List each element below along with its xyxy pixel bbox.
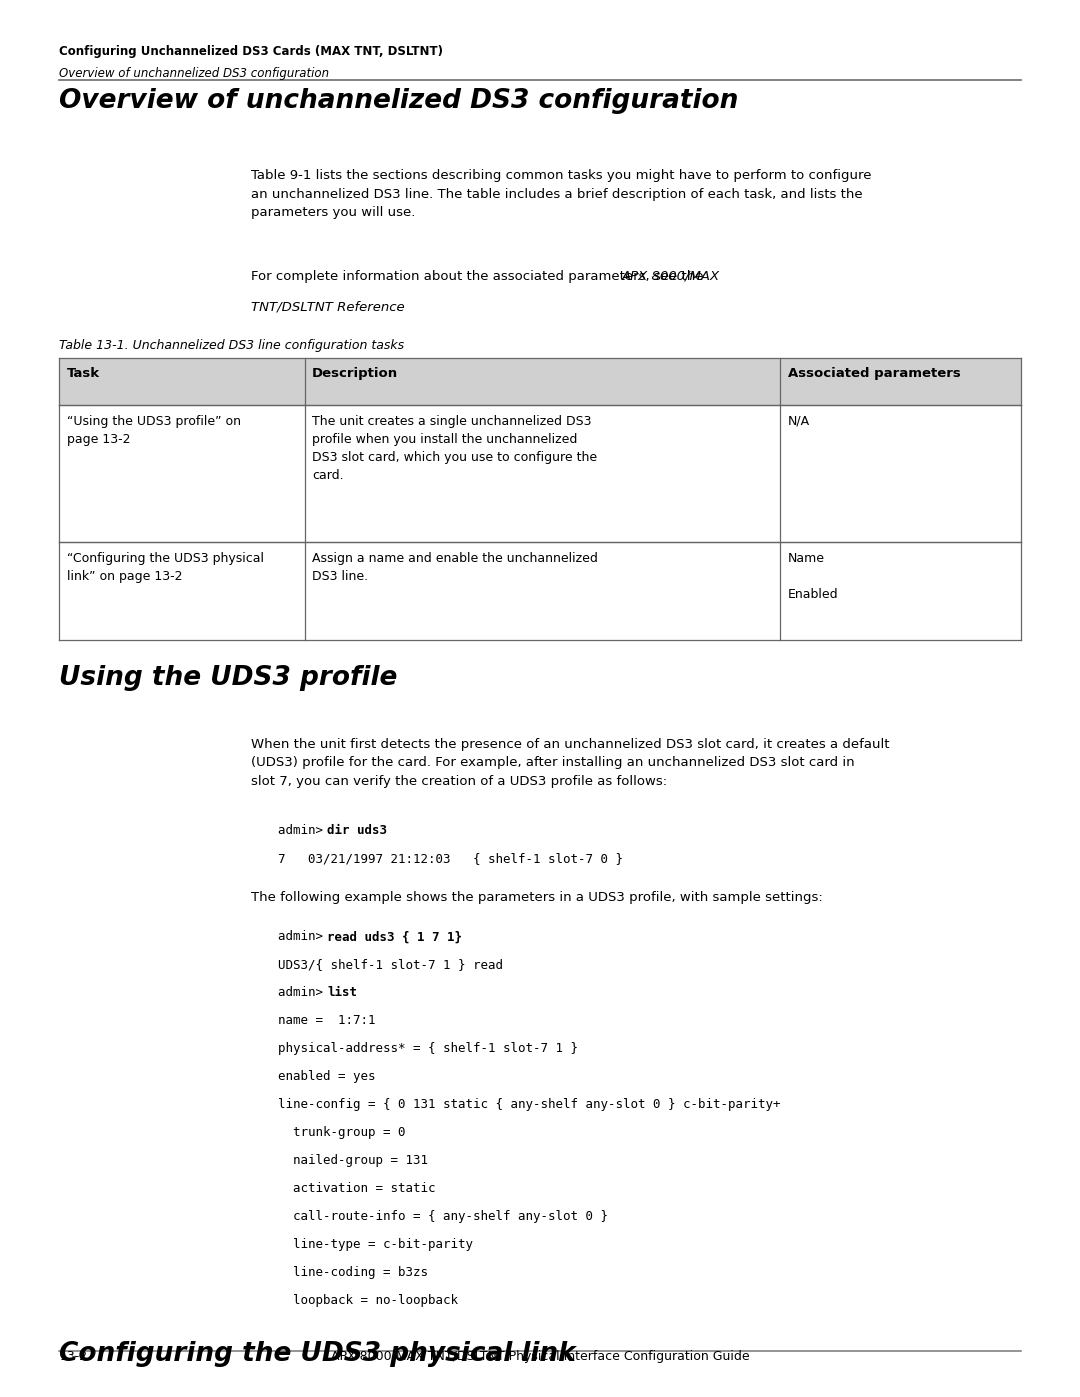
Text: Overview of unchannelized DS3 configuration: Overview of unchannelized DS3 configurat… [59,67,329,80]
Text: Using the UDS3 profile: Using the UDS3 profile [59,665,397,692]
Text: For complete information about the associated parameters, see the: For complete information about the assoc… [251,270,707,282]
Text: call-route-info = { any-shelf any-slot 0 }: call-route-info = { any-shelf any-slot 0… [278,1210,608,1222]
Text: enabled = yes: enabled = yes [278,1070,375,1083]
Text: dir uds3: dir uds3 [327,824,388,837]
Text: N/A: N/A [788,415,810,427]
Text: Associated parameters: Associated parameters [788,367,960,380]
Text: 13-2: 13-2 [59,1351,87,1363]
Text: Overview of unchannelized DS3 configuration: Overview of unchannelized DS3 configurat… [59,88,739,115]
Text: name =  1:7:1: name = 1:7:1 [278,1014,375,1027]
Text: trunk-group = 0: trunk-group = 0 [278,1126,405,1139]
Text: 7   03/21/1997 21:12:03   { shelf-1 slot-7 0 }: 7 03/21/1997 21:12:03 { shelf-1 slot-7 0… [278,852,622,865]
Text: Assign a name and enable the unchannelized
DS3 line.: Assign a name and enable the unchanneliz… [312,552,598,583]
Text: physical-address* = { shelf-1 slot-7 1 }: physical-address* = { shelf-1 slot-7 1 } [278,1042,578,1055]
Text: Description: Description [312,367,399,380]
Text: line-coding = b3zs: line-coding = b3zs [278,1266,428,1278]
Text: Name

Enabled: Name Enabled [788,552,838,601]
Text: “Configuring the UDS3 physical
link” on page 13-2: “Configuring the UDS3 physical link” on … [67,552,264,583]
Text: Task: Task [67,367,100,380]
Text: line-type = c-bit-parity: line-type = c-bit-parity [278,1238,473,1250]
Text: list: list [327,986,357,999]
Bar [59,358,1021,405]
Text: “Using the UDS3 profile” on
page 13-2: “Using the UDS3 profile” on page 13-2 [67,415,241,446]
Text: APX 8000/MAX TNT/DSLTNT Physical Interface Configuration Guide: APX 8000/MAX TNT/DSLTNT Physical Interfa… [330,1351,750,1363]
Text: APX 8000/MAX: APX 8000/MAX [622,270,720,282]
Text: The following example shows the parameters in a UDS3 profile, with sample settin: The following example shows the paramete… [251,891,822,904]
Text: loopback = no-loopback: loopback = no-loopback [278,1294,458,1306]
Text: Table 13-1. Unchannelized DS3 line configuration tasks: Table 13-1. Unchannelized DS3 line confi… [59,339,405,352]
Text: read uds3 { 1 7 1}: read uds3 { 1 7 1} [327,930,462,943]
Bar [59,405,1021,542]
Text: Table 9-1 lists the sections describing common tasks you might have to perform t: Table 9-1 lists the sections describing … [251,169,872,219]
Text: admin>: admin> [278,930,330,943]
Text: TNT/DSLTNT Reference: TNT/DSLTNT Reference [251,300,404,313]
Bar [59,542,1021,640]
Text: line-config = { 0 131 static { any-shelf any-slot 0 } c-bit-parity+: line-config = { 0 131 static { any-shelf… [278,1098,780,1111]
Text: Configuring Unchannelized DS3 Cards (MAX TNT, DSLTNT): Configuring Unchannelized DS3 Cards (MAX… [59,45,444,57]
Text: .: . [395,300,400,313]
Text: admin>: admin> [278,824,330,837]
Text: Configuring the UDS3 physical link: Configuring the UDS3 physical link [59,1341,576,1368]
Text: admin>: admin> [278,986,330,999]
Text: UDS3/{ shelf-1 slot-7 1 } read: UDS3/{ shelf-1 slot-7 1 } read [278,958,502,971]
Text: nailed-group = 131: nailed-group = 131 [278,1154,428,1166]
Text: activation = static: activation = static [278,1182,435,1194]
Text: The unit creates a single unchannelized DS3
profile when you install the unchann: The unit creates a single unchannelized … [312,415,597,482]
Text: When the unit first detects the presence of an unchannelized DS3 slot card, it c: When the unit first detects the presence… [251,738,889,788]
